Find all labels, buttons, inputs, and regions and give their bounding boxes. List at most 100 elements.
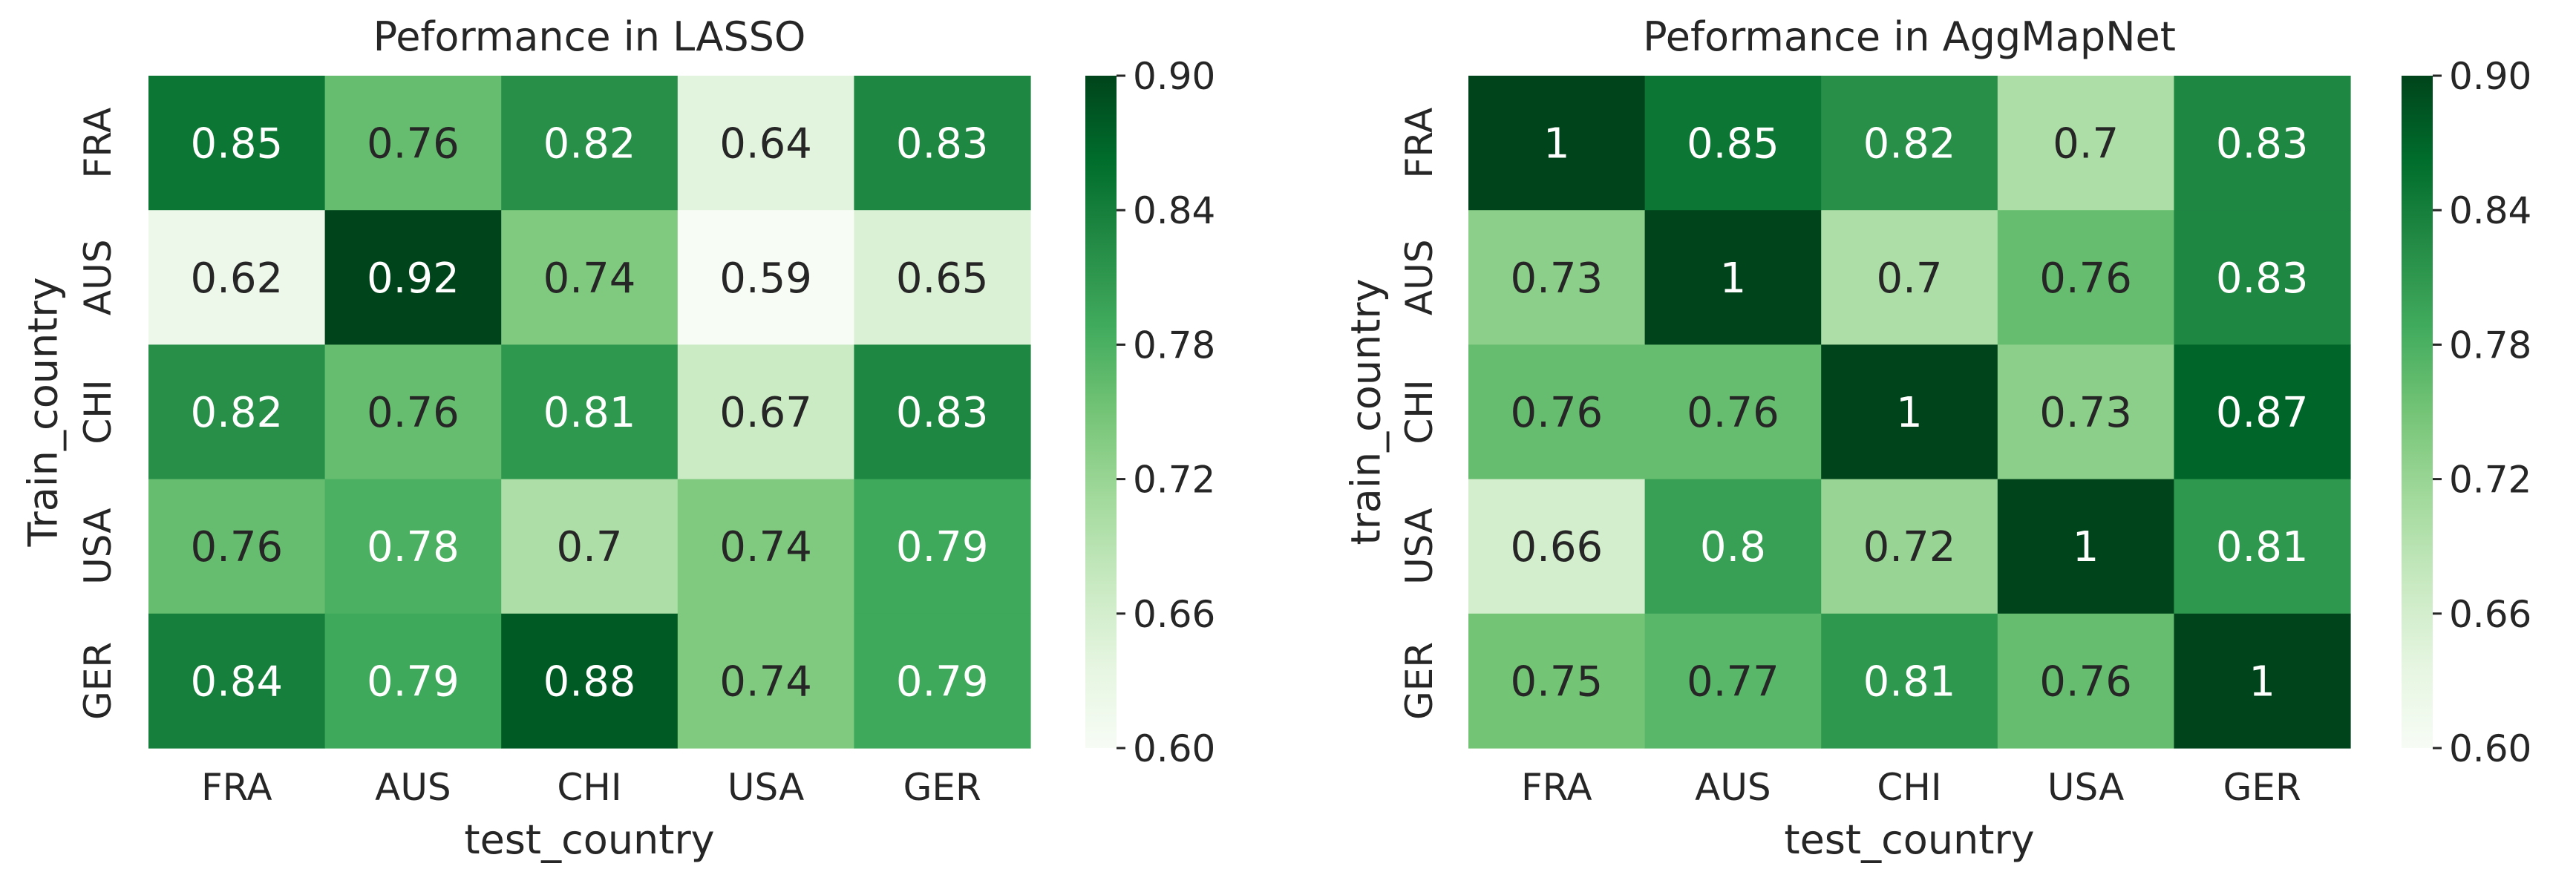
heatmap-cell (1468, 344, 1646, 480)
colorbar-tick-label: 0.78 (1133, 324, 1215, 367)
cell-value-label: 0.83 (2216, 120, 2309, 168)
y-tick-label: FRA (76, 108, 120, 179)
cell-value-label: 0.81 (1863, 658, 1956, 706)
x-axis-label: test_country (464, 816, 714, 863)
cell-value-label: 0.66 (1510, 523, 1603, 571)
cell-value-label: 0.73 (1510, 255, 1603, 303)
y-tick-label: AUS (76, 240, 120, 316)
cell-value-label: 0.81 (543, 389, 636, 437)
x-tick-label: USA (2047, 766, 2124, 809)
colorbar (2402, 76, 2433, 748)
heatmap-cell (1644, 210, 1822, 345)
cell-value-label: 0.8 (1700, 523, 1766, 571)
cell-value-label: 0.84 (190, 658, 283, 706)
heatmap-cell (148, 344, 326, 480)
cell-value-label: 0.74 (719, 523, 812, 571)
y-tick-label: FRA (1398, 108, 1441, 179)
heatmap-cell (1821, 479, 1998, 614)
heatmap-cell (324, 479, 502, 614)
cell-value-label: 0.79 (896, 523, 989, 571)
colorbar-tick-label: 0.60 (1133, 727, 1215, 770)
x-tick-label: CHI (1877, 766, 1941, 809)
chart-title: Peformance in LASSO (373, 13, 806, 60)
colorbar-tick-label: 0.60 (2449, 727, 2531, 770)
cell-value-label: 0.73 (2039, 389, 2132, 437)
colorbar (1085, 76, 1117, 748)
heatmap-cell (1997, 613, 2174, 749)
cell-value-label: 0.79 (367, 658, 460, 706)
heatmap-cell (1468, 76, 1646, 211)
cell-value-label: 0.85 (1687, 120, 1779, 168)
x-tick-label: GER (903, 766, 981, 809)
y-tick-label: GER (76, 642, 120, 720)
cell-value-label: 0.74 (543, 255, 636, 303)
cell-value-label: 1 (2073, 523, 2099, 571)
heatmap-cell (1644, 479, 1822, 614)
cell-value-label: 0.59 (719, 255, 812, 303)
cell-value-label: 0.88 (543, 658, 636, 706)
cell-value-label: 0.75 (1510, 658, 1603, 706)
cell-value-label: 0.92 (367, 255, 460, 303)
heatmap-cell (677, 210, 854, 345)
cell-value-label: 0.74 (719, 658, 812, 706)
heatmap-cell (1997, 210, 2174, 345)
x-tick-label: AUS (1695, 766, 1771, 809)
heatmap-cell (501, 344, 679, 480)
y-tick-label: USA (1398, 508, 1441, 584)
heatmap-cell (677, 479, 854, 614)
y-tick-label: GER (1398, 642, 1441, 720)
y-tick-label: CHI (1398, 379, 1441, 444)
cell-value-label: 0.72 (1863, 523, 1956, 571)
heatmap-cell (1821, 344, 1998, 480)
heatmap-cell (324, 76, 502, 211)
cell-value-label: 0.77 (1687, 658, 1779, 706)
cell-value-label: 1 (1543, 120, 1570, 168)
heatmap-cell (854, 76, 1031, 211)
heatmap-cell (854, 210, 1031, 345)
heatmap-cell (148, 76, 326, 211)
heatmap-cell (1644, 344, 1822, 480)
x-axis-label: test_country (1784, 816, 2034, 863)
heatmap-cell (501, 613, 679, 749)
cell-value-label: 0.76 (190, 523, 283, 571)
heatmap-cell (324, 613, 502, 749)
heatmap-cell (1468, 210, 1646, 345)
cell-value-label: 0.87 (2216, 389, 2309, 437)
heatmap-cell (2174, 344, 2351, 480)
cell-value-label: 0.7 (556, 523, 622, 571)
heatmap-cell (854, 479, 1031, 614)
heatmap-cell (1644, 613, 1822, 749)
x-tick-label: GER (2223, 766, 2301, 809)
cell-value-label: 1 (2249, 658, 2275, 706)
cell-value-label: 0.76 (367, 120, 460, 168)
heatmap-cell (501, 479, 679, 614)
heatmap-cell (1821, 210, 1998, 345)
cell-value-label: 0.7 (1876, 255, 1942, 303)
cell-value-label: 0.76 (1687, 389, 1779, 437)
cell-value-label: 0.83 (896, 120, 989, 168)
heatmap-panel-lasso: Peformance in LASSO 0.85 0.76 0.82 0.64 0.83 0… (20, 13, 1216, 863)
cell-value-label: 0.76 (1510, 389, 1603, 437)
heatmap-cell (501, 210, 679, 345)
cell-value-label: 0.78 (367, 523, 460, 571)
y-tick-label: CHI (76, 379, 120, 444)
cell-value-label: 0.65 (896, 255, 989, 303)
cell-value-label: 0.76 (2039, 658, 2132, 706)
heatmap-cell (148, 210, 326, 345)
colorbar-tick-label: 0.78 (2449, 324, 2531, 367)
heatmap-cell (2174, 76, 2351, 211)
x-tick-label: AUS (375, 766, 451, 809)
colorbar-tick-label: 0.66 (1133, 593, 1215, 636)
heatmap-cell (677, 613, 854, 749)
cell-value-label: 0.82 (190, 389, 283, 437)
y-axis-label: Train_country (20, 277, 67, 547)
heatmap-cell (2174, 210, 2351, 345)
cell-value-label: 0.85 (190, 120, 283, 168)
heatmap-cell (677, 76, 854, 211)
x-tick-label: USA (728, 766, 804, 809)
heatmap-cell (1468, 479, 1646, 614)
colorbar-tick-label: 0.84 (1133, 189, 1215, 232)
heatmap-cell (1821, 76, 1998, 211)
heatmap-cell (1644, 76, 1822, 211)
